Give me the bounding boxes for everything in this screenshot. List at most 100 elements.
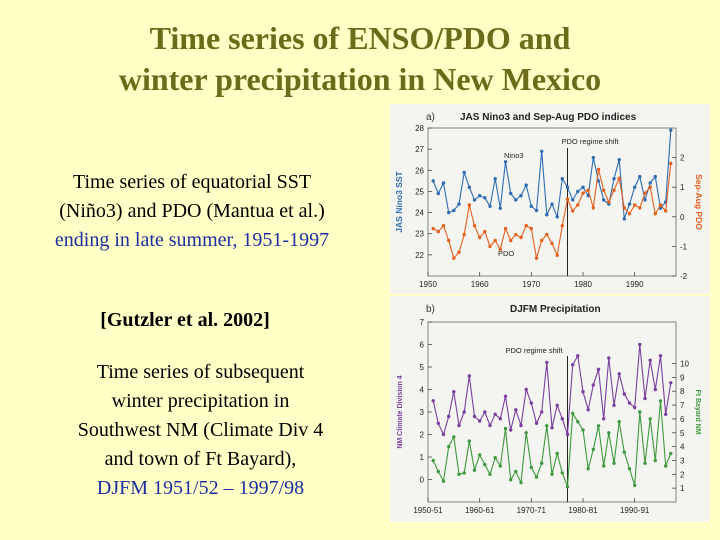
data-point-ft-bayard-nm	[488, 472, 492, 476]
y-left-tick-label: 24	[415, 209, 424, 218]
y-left-tick-label: 2	[420, 431, 425, 440]
data-point-ft-bayard-nm	[534, 475, 539, 479]
data-point-nm-climate-division-4	[622, 392, 626, 396]
data-point-ft-bayard-nm	[633, 483, 637, 488]
x-tick-label: 1980	[574, 280, 592, 289]
data-point-nino3	[602, 198, 606, 202]
data-point-nm-climate-division-4	[462, 410, 466, 414]
data-point-nino3	[509, 191, 513, 196]
data-point-nm-climate-division-4	[447, 414, 451, 419]
data-point-nino3	[534, 208, 539, 213]
data-point-pdo	[591, 206, 595, 210]
data-point-ft-bayard-nm	[565, 485, 570, 489]
series-label-pdo: PDO	[498, 249, 514, 258]
y-right-tick-label: 0	[680, 213, 685, 222]
data-point-nino3	[519, 194, 523, 198]
description-sst: Time series of equatorial SST (Niño3) an…	[22, 168, 362, 255]
data-point-ft-bayard-nm	[467, 439, 471, 443]
y-left-tick-label: 26	[415, 166, 424, 175]
data-point-pdo	[555, 253, 559, 257]
y-left-tick-label: 3	[420, 408, 425, 417]
data-point-nm-climate-division-4	[596, 367, 601, 371]
data-point-pdo	[576, 203, 580, 207]
data-point-nm-climate-division-4	[581, 390, 585, 394]
x-tick-label: 1950-51	[413, 506, 443, 515]
data-point-nino3	[462, 170, 466, 175]
data-point-nm-climate-division-4	[519, 423, 523, 428]
x-tick-label: 1980-81	[568, 506, 598, 515]
data-point-pdo	[483, 229, 487, 234]
data-point-pdo	[581, 191, 585, 195]
y-right-tick-label: 3	[680, 456, 685, 465]
data-point-ft-bayard-nm	[627, 467, 632, 471]
data-point-nm-climate-division-4	[576, 354, 580, 358]
data-point-nm-climate-division-4	[602, 417, 606, 421]
y-left-tick-label: 6	[420, 341, 425, 350]
chart-title: JAS Nino3 and Sep-Aug PDO indices	[460, 112, 637, 123]
data-point-ft-bayard-nm	[529, 465, 533, 470]
data-point-pdo	[545, 232, 549, 237]
data-point-pdo	[571, 209, 575, 213]
x-tick-label: 1990-91	[620, 506, 650, 515]
data-point-ft-bayard-nm	[664, 464, 668, 468]
series-label-nino3: Nino3	[504, 151, 524, 160]
data-point-nm-climate-division-4	[529, 401, 533, 405]
data-point-nino3	[452, 208, 456, 213]
data-point-pdo	[431, 226, 435, 231]
data-point-nm-climate-division-4	[555, 403, 559, 407]
data-point-nm-climate-division-4	[648, 358, 652, 362]
data-point-nino3	[540, 149, 544, 153]
plot-frame	[427, 127, 677, 277]
y-left-tick-label: 22	[415, 251, 424, 260]
data-point-nino3	[633, 185, 637, 189]
x-tick-label: 1970	[522, 280, 540, 289]
data-point-pdo	[509, 238, 513, 243]
data-point-nino3	[627, 202, 632, 206]
x-tick-label: 1960	[471, 280, 489, 289]
data-point-nino3	[612, 177, 616, 181]
data-point-ft-bayard-nm	[540, 461, 544, 465]
data-point-nino3	[431, 179, 435, 183]
description-sst-line-3a: ending in late summer,	[54, 229, 243, 251]
data-point-ft-bayard-nm	[436, 469, 440, 474]
data-point-nino3	[576, 189, 580, 194]
series-line-nm-climate-division-4	[432, 344, 672, 437]
data-point-nm-climate-division-4	[658, 354, 663, 358]
y-left-tick-label: 4	[420, 386, 425, 395]
y-right-tick-label: -2	[680, 272, 688, 281]
y-right-tick-label: 7	[680, 401, 685, 410]
data-point-pdo	[648, 185, 652, 189]
data-point-ft-bayard-nm	[503, 426, 508, 431]
y-right-tick-label: 1	[680, 484, 685, 493]
data-point-pdo	[596, 167, 601, 172]
data-point-pdo	[607, 200, 611, 204]
data-point-ft-bayard-nm	[591, 447, 595, 452]
data-point-nino3	[591, 155, 595, 160]
data-point-pdo	[617, 176, 621, 180]
data-point-pdo	[472, 224, 477, 228]
data-point-nm-climate-division-4	[478, 419, 482, 423]
data-point-pdo	[653, 212, 657, 216]
y-right-tick-label: 6	[680, 415, 685, 424]
data-point-nm-climate-division-4	[612, 403, 616, 407]
data-point-pdo	[514, 232, 518, 237]
data-point-nm-climate-division-4	[452, 390, 456, 394]
data-point-ft-bayard-nm	[472, 468, 477, 472]
data-point-ft-bayard-nm	[462, 471, 466, 475]
data-point-pdo	[638, 206, 642, 210]
data-point-nm-climate-division-4	[457, 423, 461, 428]
data-point-ft-bayard-nm	[498, 464, 502, 468]
data-point-ft-bayard-nm	[560, 471, 564, 475]
y-right-axis-label: Ft Bayard NM	[694, 389, 701, 434]
data-point-nm-climate-division-4	[503, 394, 508, 398]
data-point-pdo	[633, 203, 637, 207]
data-point-pdo	[565, 197, 570, 201]
x-tick-label: 1960-61	[465, 506, 495, 515]
description-precip-line-2: winter precipitation in	[111, 390, 290, 412]
data-point-nino3	[571, 198, 575, 202]
data-point-ft-bayard-nm	[478, 453, 482, 457]
data-point-nm-climate-division-4	[638, 342, 642, 347]
data-point-nm-climate-division-4	[483, 410, 487, 414]
x-tick-label: 1950	[419, 280, 437, 289]
description-precip-line-1: Time series of subsequent	[96, 361, 305, 383]
